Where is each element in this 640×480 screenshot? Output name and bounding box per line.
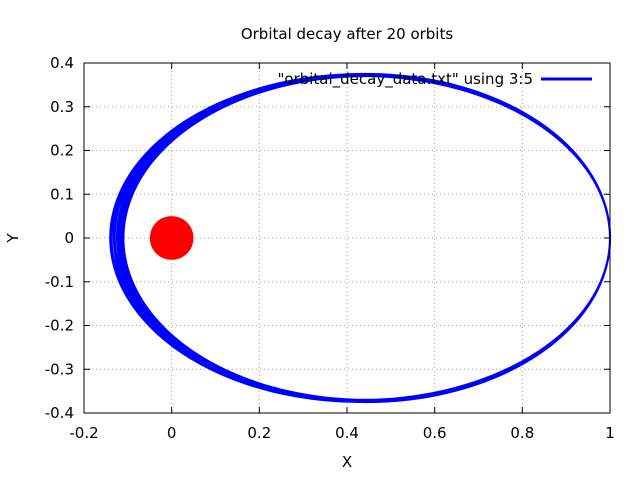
y-tick-label: -0.3: [45, 360, 74, 378]
x-tick-label: 0: [167, 424, 177, 442]
y-tick-label: -0.4: [45, 404, 74, 422]
x-tick-label: 0.6: [423, 424, 447, 442]
x-tick-label: 0.4: [335, 424, 359, 442]
x-tick-label: -0.2: [69, 424, 98, 442]
legend: "orbital_decay_data.txt" using 3:5: [277, 70, 592, 89]
y-tick-label: 0.1: [50, 185, 74, 203]
y-tick-label: 0.4: [50, 54, 74, 72]
x-tick-label: 1: [605, 424, 615, 442]
y-tick-label: 0: [64, 229, 74, 247]
legend-label: "orbital_decay_data.txt" using 3:5: [277, 70, 533, 89]
x-tick-label: 0.2: [247, 424, 271, 442]
x-axis-label: X: [342, 453, 352, 471]
y-tick-label: -0.1: [45, 273, 74, 291]
x-axis-ticks: -0.2 0 0.2 0.4 0.6 0.8 1: [69, 63, 615, 442]
y-axis-label: Y: [4, 233, 22, 244]
y-tick-label: -0.2: [45, 317, 74, 335]
chart-title: Orbital decay after 20 orbits: [241, 25, 454, 43]
x-tick-label: 0.8: [510, 424, 534, 442]
central-body-marker: [149, 216, 194, 260]
y-axis-ticks: -0.4 -0.3 -0.2 -0.1 0 0.1 0.2 0.3 0.4: [45, 54, 610, 422]
y-tick-label: 0.2: [50, 142, 74, 160]
y-tick-label: 0.3: [50, 98, 74, 116]
